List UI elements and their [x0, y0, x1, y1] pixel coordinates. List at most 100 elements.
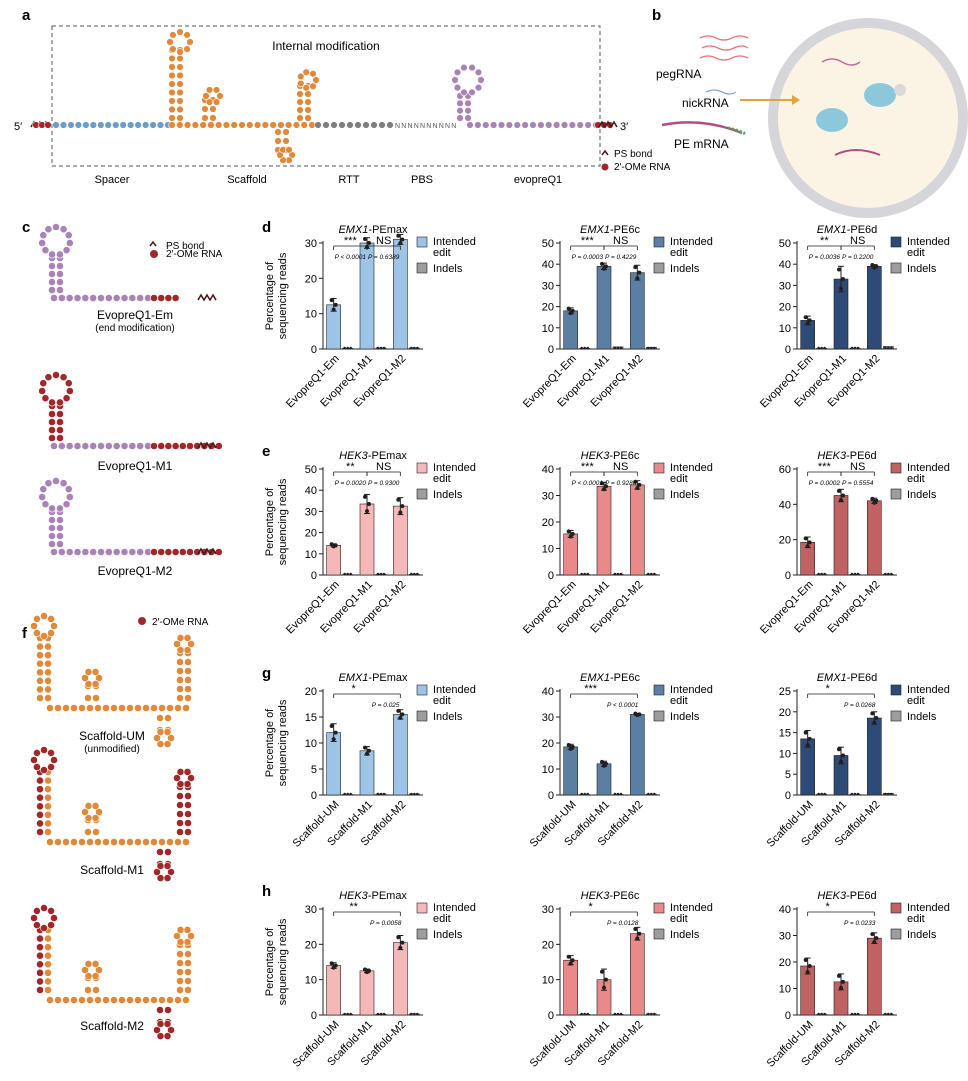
nucleotide-bead [176, 780, 185, 788]
replicate-point [568, 534, 573, 539]
nucleotide-bead [67, 121, 75, 129]
replicate-point [817, 1012, 820, 1016]
replicate-point [820, 792, 823, 796]
nucleotide-bead [56, 398, 64, 407]
y-tick-label: 0 [311, 1010, 317, 1022]
nucleotide-bead [460, 88, 468, 97]
nickrna-label: nickRNA [682, 96, 729, 110]
nucleotide-bead [167, 734, 175, 742]
replicate-point [349, 1012, 352, 1016]
nucleotide-bead [48, 524, 56, 532]
nucleotide-bead [39, 379, 48, 388]
nucleotide-bead [174, 838, 182, 846]
nucleotide-bead [163, 728, 172, 736]
nucleotide-bead [552, 121, 561, 129]
legend-line: edit [907, 473, 925, 485]
legend-line: Intended [670, 236, 713, 248]
nucleotide-bead [184, 658, 192, 666]
replicate-point [853, 346, 857, 350]
y-tick-label: 40 [779, 259, 791, 271]
nucleotide-bead [163, 1032, 172, 1040]
y-tick-label: 10 [305, 309, 317, 321]
legend-intended-edit: Intended edit [907, 902, 950, 925]
replicate-point [410, 1012, 413, 1016]
legend-indels: Indels [670, 489, 700, 501]
nucleotide-bead [50, 294, 58, 302]
bar-intended-edit [563, 959, 578, 1016]
nucleotide-bead [167, 868, 175, 876]
chart-title-suffix: -PE6d [846, 890, 877, 902]
y-tick-label: 30 [305, 238, 317, 250]
significance-stars: ** [820, 235, 829, 247]
nucleotide-bead [184, 667, 192, 675]
nucleotide-bead [56, 286, 64, 294]
pegrna-strand-3 [699, 55, 749, 61]
nucleotide-bead [91, 972, 100, 980]
legend-line: Intended [433, 462, 476, 474]
nucleotide-bead [163, 1020, 172, 1028]
nucleotide-bead [576, 121, 584, 129]
nucleotide-bead [33, 763, 41, 771]
nucleotide-bead [134, 996, 142, 1004]
chart-title-gene: EMX1 [817, 672, 847, 684]
nucleotide-bead [178, 548, 187, 556]
nucleotide-bead [102, 996, 110, 1004]
replicate-point [602, 266, 606, 271]
replicate-point [839, 498, 843, 503]
nucleotide-bead [56, 418, 64, 426]
nucleotide-bead [176, 676, 184, 684]
nucleotide-bead [102, 838, 110, 846]
y-tick-label: 0 [785, 1010, 791, 1022]
significance-stars: * [826, 901, 831, 913]
replicate-point [379, 792, 383, 796]
replicate-point [600, 969, 604, 974]
replicate-point [363, 494, 367, 499]
segment-rtt: RTT [338, 174, 359, 186]
replicate-point [887, 792, 890, 796]
nucleotide-bead [36, 828, 44, 836]
replicate-point [580, 1012, 583, 1016]
nickrna-strand [705, 89, 737, 95]
nucleotide-bead [112, 548, 121, 556]
nucleotide-bead [84, 694, 92, 702]
legend-swatch-indels [653, 710, 665, 722]
replicate-point [805, 321, 810, 326]
nucleotide-bead [222, 121, 231, 129]
nucleotide-bead [128, 442, 137, 450]
legend-line: edit [670, 695, 688, 707]
nucleotide-bead [91, 814, 100, 822]
nucleotide-bead [150, 996, 158, 1004]
nucleotide-bead [52, 371, 60, 379]
chart-title: HEK3-PE6d [817, 890, 876, 902]
significance-stars: *** [344, 235, 358, 247]
nucleotide-bead [156, 1020, 165, 1028]
nucleotide-bead [529, 121, 537, 129]
nucleotide-bead [89, 294, 98, 302]
nucleotide-bead [176, 48, 184, 56]
replicate-point [349, 792, 352, 796]
nucleotide-bead [168, 114, 176, 122]
replicate-point [586, 1012, 589, 1016]
p-value: P = 0.0128 [607, 920, 639, 927]
replicate-point [839, 286, 843, 291]
nucleotide-bead [176, 97, 184, 105]
nucleotide-bead [176, 938, 185, 946]
y-tick-label: 30 [542, 904, 554, 916]
chart-title-suffix: -PEmax [368, 450, 408, 462]
internal-modification-box [51, 25, 601, 167]
replicate-point [410, 572, 413, 576]
panel-label-c: c [22, 219, 30, 236]
nucleotide-bead [164, 294, 173, 302]
nucleotide-bead [62, 996, 70, 1004]
nucleotide-bead [102, 704, 110, 712]
nucleotide-bead [70, 838, 78, 846]
evopreq1-m1-name: EvopreQ1-M1 [98, 459, 173, 473]
legend-line: edit [433, 247, 451, 259]
nucleotide-bead [136, 548, 145, 556]
nucleotide-bead [39, 231, 48, 240]
replicate-point [872, 940, 877, 945]
replicate-point [416, 1012, 419, 1016]
segment-spacer: Spacer [95, 174, 130, 186]
nucleotide-bead [112, 121, 120, 129]
significance-stars: NS [850, 461, 865, 473]
